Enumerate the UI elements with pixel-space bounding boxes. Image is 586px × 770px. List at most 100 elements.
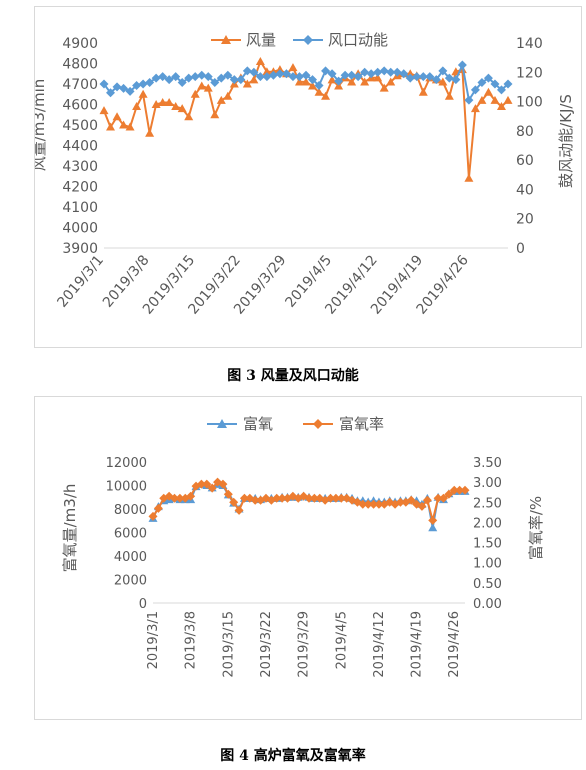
data-point [268, 70, 278, 80]
y-tick-label: 4400 [62, 139, 98, 155]
data-point [444, 73, 454, 83]
data-point [460, 485, 470, 495]
data-point [151, 73, 161, 83]
data-point [326, 493, 336, 503]
data-point [158, 72, 168, 82]
y2-tick-label: 20 [516, 212, 534, 228]
data-point [428, 523, 438, 532]
x-axis-ticks: 2019/3/12019/3/82019/3/152019/3/222019/3… [54, 252, 472, 317]
data-point [321, 91, 331, 100]
data-point [401, 497, 411, 507]
data-point [406, 495, 416, 505]
data-point [451, 75, 461, 85]
y2-tick-label: 3.00 [473, 476, 502, 491]
data-point [106, 88, 116, 98]
data-point [175, 493, 185, 503]
data-point [119, 120, 129, 129]
data-point [477, 78, 487, 88]
data-point [455, 485, 465, 495]
data-point [428, 515, 438, 525]
data-point [210, 110, 220, 119]
data-point [438, 66, 448, 76]
y2-axis-title-kinetic: 鼓风动能/KJ/S [557, 94, 575, 188]
y-axis-title-oxygen: 富氧量/m3/h [61, 484, 79, 573]
y-tick-label: 4900 [62, 36, 98, 52]
y2-axis-ticks: 140 120 100 80 60 40 20 0 [516, 36, 543, 257]
legend-label-oxygen: 富氧 [243, 415, 273, 433]
data-point [464, 95, 474, 105]
data-point [379, 66, 389, 76]
y2-tick-label: 0 [516, 241, 525, 257]
y-tick-label: 6000 [114, 527, 147, 542]
y-tick-label: 10000 [106, 480, 147, 495]
data-point [363, 499, 373, 509]
x-tick-label: 2019/3/22 [259, 611, 274, 678]
data-point [277, 493, 287, 503]
data-point [464, 173, 474, 182]
data-point [112, 112, 122, 121]
data-point [412, 72, 422, 82]
x-tick-label: 2019/3/1 [146, 611, 161, 669]
data-point [151, 100, 161, 108]
data-point [353, 72, 363, 82]
data-point [327, 69, 337, 79]
data-point [164, 75, 174, 85]
data-point [236, 75, 246, 85]
chart-svg-airflow: 风量 风口动能 风量/m3/min 鼓风动能/KJ/S 4900 4800 4700… [35, 31, 575, 318]
y-tick-label: 8000 [114, 503, 147, 518]
data-point [496, 102, 506, 111]
data-point [216, 73, 226, 83]
data-point [184, 73, 194, 83]
legend-label-kinetic: 风口动能 [328, 31, 388, 49]
data-point [438, 77, 448, 86]
data-point [99, 106, 109, 115]
y2-tick-label: 2.50 [473, 496, 502, 511]
data-point [392, 67, 402, 77]
data-point [153, 503, 163, 513]
y2-tick-label: 140 [516, 36, 543, 52]
y-tick-label: 3900 [62, 241, 98, 257]
data-point [255, 56, 265, 65]
y-tick-label: 4100 [62, 200, 98, 216]
data-point [158, 97, 168, 106]
figure-caption-3: 图 3 风量及风口动能 [227, 368, 359, 384]
legend-marker-kinetic [303, 35, 313, 45]
data-point [223, 91, 233, 100]
y-tick-label: 0 [139, 597, 147, 612]
plot-area [99, 56, 513, 249]
data-point [145, 128, 155, 137]
x-tick-label: 2019/3/29 [297, 611, 312, 678]
data-point [433, 493, 443, 503]
x-tick-label: 2019/4/26 [447, 611, 462, 678]
data-point [444, 91, 454, 100]
y2-tick-label: 3.50 [473, 456, 502, 471]
y2-tick-label: 120 [516, 65, 543, 81]
y2-tick-label: 1.50 [473, 537, 502, 552]
data-point [395, 497, 405, 507]
y-axis-ticks: 12000 10000 8000 6000 4000 2000 0 [106, 456, 147, 612]
data-point [275, 65, 285, 74]
y2-tick-label: 60 [516, 153, 534, 169]
data-point [184, 112, 194, 121]
data-point [369, 499, 379, 509]
data-point [203, 72, 213, 82]
data-point [242, 79, 252, 88]
legend: 富氧 富氧率 [207, 415, 384, 433]
y2-tick-label: 1.00 [473, 557, 502, 572]
data-point [164, 97, 174, 106]
data-point [125, 122, 135, 131]
y2-axis-title-oxygen-rate: 富氧率/% [527, 496, 545, 560]
data-point [177, 104, 187, 113]
data-point [138, 89, 148, 98]
data-point [438, 493, 448, 503]
data-point [190, 89, 200, 98]
data-point [288, 63, 298, 72]
data-point [360, 77, 370, 86]
y-tick-label: 12000 [106, 456, 147, 471]
x-tick-label: 2019/3/8 [184, 611, 199, 669]
data-point [301, 70, 311, 80]
data-point [294, 77, 304, 86]
data-point [347, 77, 357, 86]
data-point [207, 483, 217, 493]
data-point [347, 70, 357, 80]
